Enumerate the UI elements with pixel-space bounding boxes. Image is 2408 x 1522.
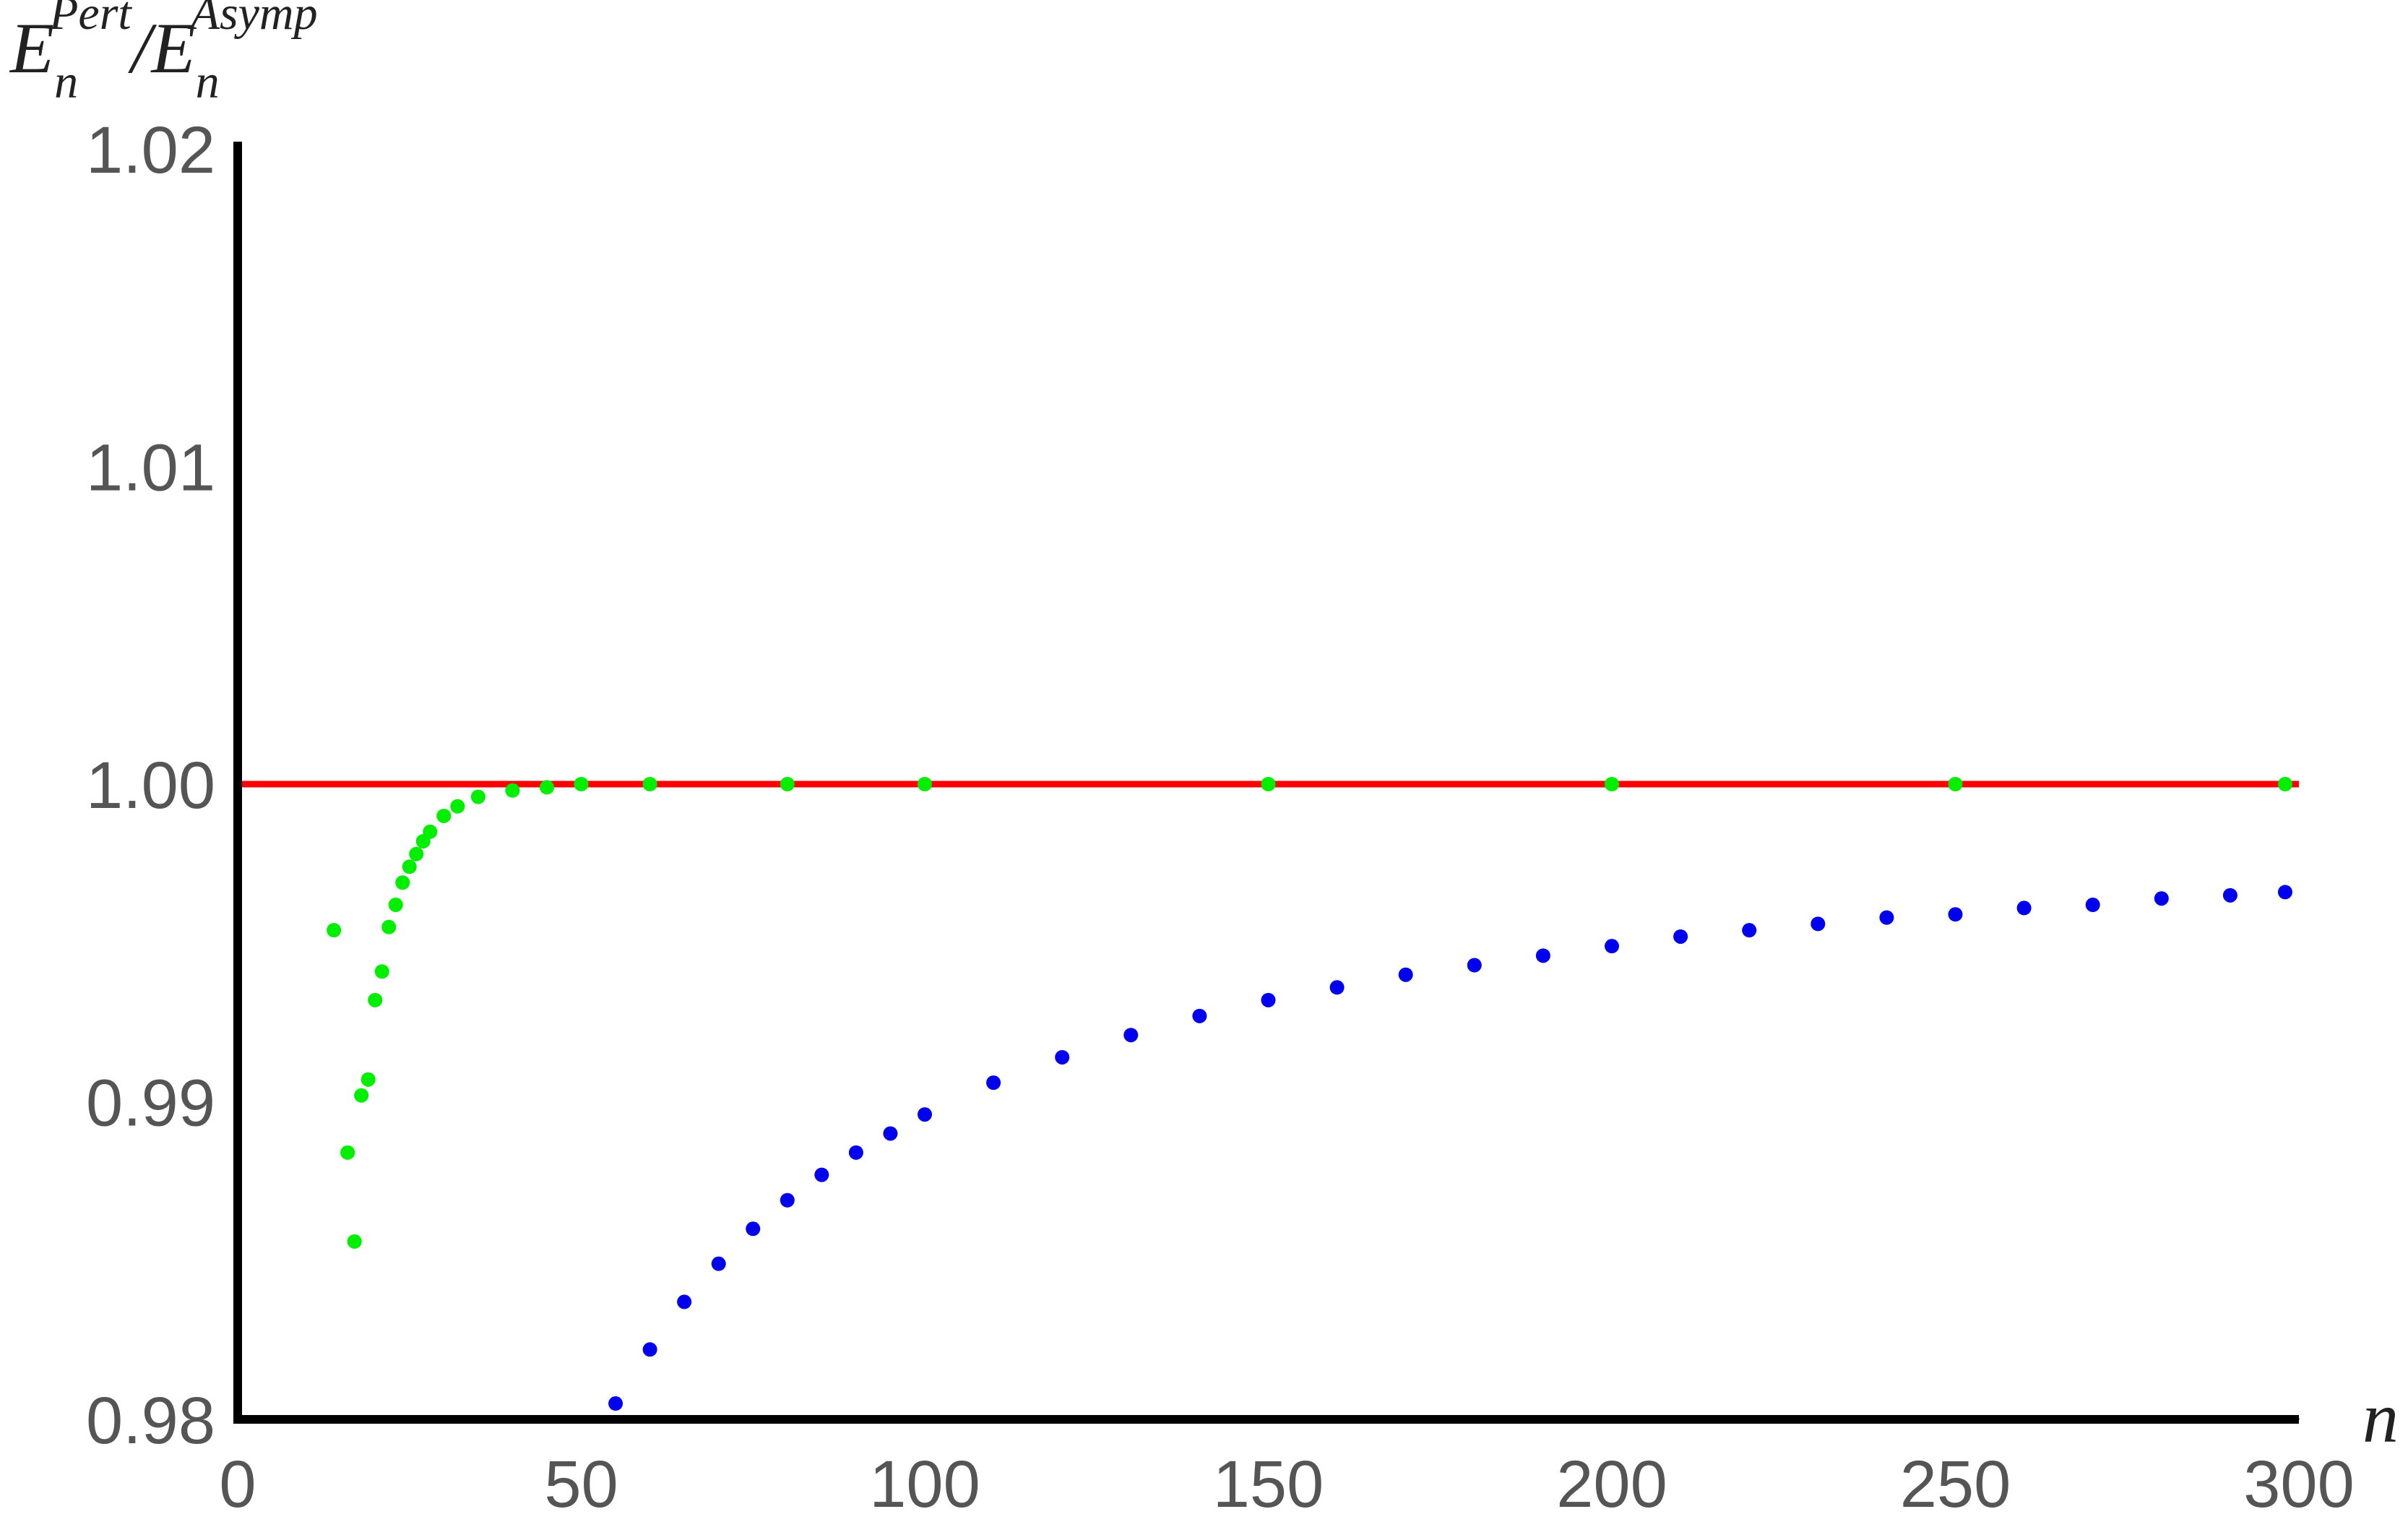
data-point xyxy=(918,777,932,791)
data-point xyxy=(1673,929,1688,944)
x-tick-label: 300 xyxy=(2243,1448,2355,1521)
data-point xyxy=(1948,907,1963,922)
y-label-part: Asymp xyxy=(188,0,318,40)
data-point xyxy=(780,1192,795,1208)
x-axis-label: n xyxy=(2362,1377,2399,1458)
data-point xyxy=(1123,1028,1139,1043)
data-point xyxy=(986,1075,1001,1091)
data-point xyxy=(347,1234,362,1249)
data-point xyxy=(1948,777,1963,791)
x-tick-label: 100 xyxy=(869,1448,980,1521)
data-point xyxy=(608,1396,623,1411)
data-point xyxy=(642,777,657,791)
data-point xyxy=(1535,948,1550,963)
data-point xyxy=(402,859,417,874)
y-label-part: n xyxy=(196,56,220,108)
data-point xyxy=(1261,777,1276,791)
data-point xyxy=(1055,1049,1070,1065)
data-point xyxy=(814,1167,829,1182)
data-point xyxy=(746,1221,761,1237)
data-point xyxy=(450,799,465,814)
y-tick-label: 1.02 xyxy=(86,113,215,187)
data-point xyxy=(1192,1008,1207,1023)
data-point xyxy=(1329,980,1345,995)
data-point xyxy=(395,875,410,890)
data-point xyxy=(848,1145,863,1160)
data-point xyxy=(2016,900,2032,916)
data-point xyxy=(780,777,795,791)
data-point xyxy=(470,789,486,804)
y-label-part: Pert xyxy=(48,0,132,40)
data-point xyxy=(388,898,403,913)
data-point xyxy=(436,808,452,823)
data-point xyxy=(1467,958,1482,973)
data-point xyxy=(677,1294,692,1310)
y-label-part: E xyxy=(150,8,196,88)
y-tick-label: 0.98 xyxy=(86,1384,215,1458)
data-point xyxy=(327,923,342,938)
data-point xyxy=(1742,923,1757,938)
data-point xyxy=(1879,910,1894,925)
y-tick-label: 0.99 xyxy=(86,1067,215,1140)
data-point xyxy=(409,846,424,861)
data-point xyxy=(340,1145,355,1160)
y-tick-label: 1.01 xyxy=(86,431,215,505)
x-tick-label: 200 xyxy=(1556,1448,1667,1521)
x-tick-label: 150 xyxy=(1213,1448,1324,1521)
data-point xyxy=(354,1088,369,1103)
data-point xyxy=(918,1107,932,1122)
data-point xyxy=(423,824,438,839)
data-point xyxy=(361,1072,376,1087)
data-point xyxy=(1811,916,1826,932)
data-point xyxy=(381,919,397,934)
data-point xyxy=(539,780,554,795)
y-label-part: n xyxy=(54,56,78,108)
data-point xyxy=(1261,992,1276,1007)
y-label-part: E xyxy=(9,8,54,88)
data-point xyxy=(505,783,520,798)
data-point xyxy=(374,964,389,979)
x-tick-label: 50 xyxy=(544,1448,618,1521)
data-point xyxy=(711,1256,726,1271)
data-point xyxy=(642,1342,657,1357)
data-point xyxy=(1605,777,1619,791)
data-point xyxy=(2277,885,2292,900)
y-tick-label: 1.00 xyxy=(86,749,215,822)
y-axis-label: EnPert/EnAsymp xyxy=(9,0,318,108)
data-point xyxy=(1398,967,1413,982)
data-point xyxy=(368,992,383,1007)
data-point xyxy=(2154,891,2169,906)
data-point xyxy=(2277,777,2292,791)
data-point xyxy=(2222,887,2237,903)
data-point xyxy=(2085,898,2100,913)
x-tick-label: 250 xyxy=(1900,1448,2011,1521)
data-point xyxy=(1605,939,1619,954)
data-point xyxy=(883,1126,898,1141)
x-tick-label: 0 xyxy=(219,1448,256,1521)
data-point xyxy=(574,777,589,791)
